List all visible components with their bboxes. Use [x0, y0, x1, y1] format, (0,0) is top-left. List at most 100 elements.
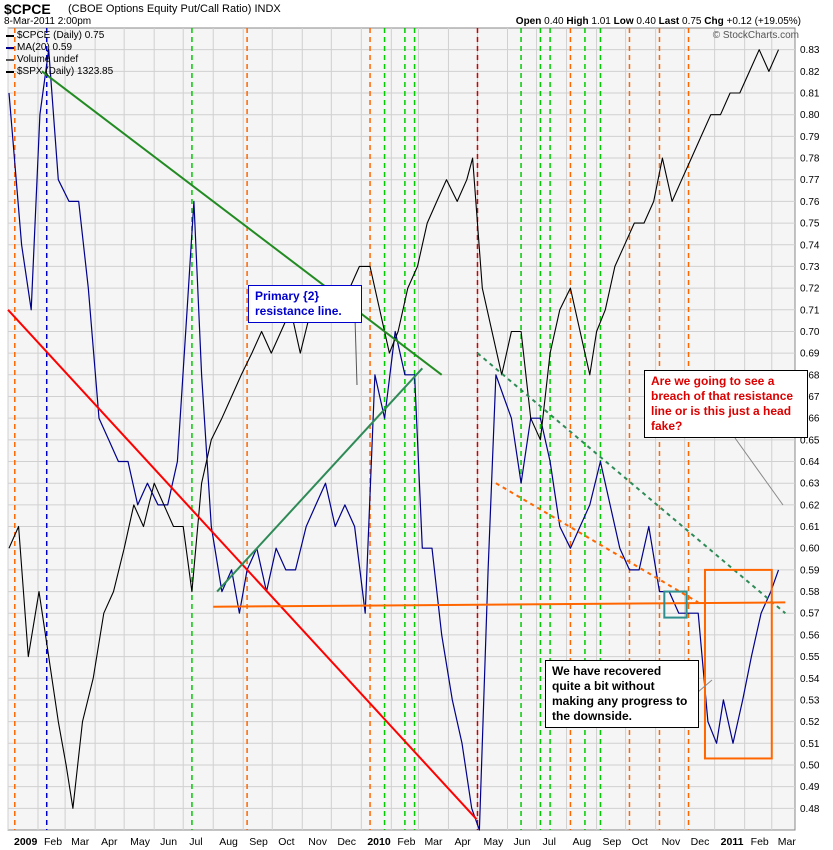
y-tick-label: 0.49	[800, 782, 820, 793]
y-tick-label: 0.69	[800, 349, 820, 360]
note-recovered: We have recovered quite a bit without ma…	[545, 660, 699, 728]
legend-label: $SPX (Daily) 1323.85	[17, 66, 114, 77]
y-tick-label: 0.59	[800, 565, 820, 576]
callout-pointer-breach	[734, 437, 784, 506]
x-tick-label: Jun	[513, 836, 530, 848]
last-value: 0.75	[682, 16, 702, 27]
x-tick-label: Nov	[308, 836, 327, 848]
y-tick-label: 0.58	[800, 587, 820, 598]
x-tick-label: Aug	[219, 836, 238, 848]
x-tick-label: May	[483, 836, 504, 848]
dotted-green-resistance-line	[476, 352, 786, 615]
y-tick-label: 0.64	[800, 457, 820, 468]
x-tick-label: Nov	[662, 836, 681, 848]
note-primary-resistance: Primary {2} resistance line.	[248, 285, 362, 323]
y-tick-label: 0.56	[800, 630, 820, 641]
y-tick-label: 0.73	[800, 262, 820, 273]
x-tick-label: 2009	[14, 836, 38, 848]
ma20-series-line	[8, 49, 780, 831]
x-tick-label: Sep	[603, 836, 622, 848]
orange-dashed-line	[495, 482, 699, 604]
y-tick-label: 0.50	[800, 760, 820, 771]
x-tick-label: Oct	[632, 836, 648, 848]
y-tick-label: 0.53	[800, 695, 820, 706]
x-tick-label: Jul	[543, 836, 556, 848]
x-tick-label: Feb	[44, 836, 62, 848]
x-tick-label: Apr	[454, 836, 471, 848]
y-tick-label: 0.52	[800, 717, 820, 728]
last-label: Last	[658, 16, 680, 27]
legend-entry: $CPCE (Daily) 0.75	[6, 30, 113, 42]
spx-series-line	[8, 49, 780, 809]
open-value: 0.40	[544, 16, 564, 27]
open-label: Open	[515, 16, 542, 27]
y-tick-label: 0.63	[800, 479, 820, 490]
legend-swatch	[6, 59, 14, 61]
y-tick-label: 0.77	[800, 175, 820, 186]
callout-pointer-recovered	[697, 679, 713, 693]
legend-entry: $SPX (Daily) 1323.85	[6, 66, 113, 78]
y-tick-label: 0.61	[800, 522, 820, 533]
x-tick-label: Feb	[751, 836, 769, 848]
green-trend-line-rising	[216, 367, 424, 593]
chart-date: 8-Mar-2011 2:00pm	[4, 16, 92, 27]
x-tick-label: Oct	[278, 836, 294, 848]
x-tick-label: Apr	[101, 836, 118, 848]
y-tick-label: 0.71	[800, 305, 820, 316]
x-tick-label: Dec	[691, 836, 710, 848]
y-tick-label: 0.51	[800, 739, 820, 750]
legend-label: Volume undef	[17, 54, 79, 65]
chg-label: Chg	[704, 16, 724, 27]
x-tick-label: Sep	[249, 836, 268, 848]
note-breach-question: Are we going to see a breach of that res…	[644, 370, 808, 438]
y-tick-label: 0.67	[800, 392, 820, 403]
y-tick-label: 0.83	[800, 45, 820, 56]
y-tick-label: 0.81	[800, 89, 820, 100]
legend-entry: MA(20) 0.59	[6, 42, 113, 54]
x-tick-label: May	[130, 836, 151, 848]
x-tick-label: Dec	[337, 836, 356, 848]
y-tick-label: 0.62	[800, 500, 820, 511]
low-label: Low	[613, 16, 634, 27]
y-tick-label: 0.78	[800, 154, 820, 165]
y-tick-label: 0.57	[800, 609, 820, 620]
y-tick-label: 0.74	[800, 240, 820, 251]
high-label: High	[566, 16, 589, 27]
x-tick-label: Feb	[397, 836, 415, 848]
chg-value: +0.12 (+19.05%)	[726, 16, 802, 27]
y-tick-label: 0.68	[800, 370, 820, 381]
y-tick-label: 0.55	[800, 652, 820, 663]
y-tick-label: 0.54	[800, 674, 820, 685]
x-tick-label: Aug	[573, 836, 592, 848]
legend-swatch	[6, 35, 14, 37]
x-tick-label: Mar	[424, 836, 443, 848]
teal-highlight-box	[663, 590, 688, 619]
x-tick-label: Mar	[778, 836, 797, 848]
y-tick-label: 0.72	[800, 284, 820, 295]
legend-swatch	[6, 71, 14, 73]
x-tick-label: Jul	[189, 836, 202, 848]
watermark: © StockCharts.com	[712, 30, 799, 41]
low-value: 0.40	[636, 16, 656, 27]
chart-legend: $CPCE (Daily) 0.75 MA(20) 0.59 Volume unde…	[6, 30, 113, 78]
legend-label: MA(20) 0.59	[17, 42, 73, 53]
y-tick-label: 0.75	[800, 219, 820, 230]
high-value: 1.01	[591, 16, 611, 27]
green-trend-line-top	[41, 70, 443, 376]
y-tick-label: 0.79	[800, 132, 820, 143]
y-tick-label: 0.80	[800, 110, 820, 121]
x-tick-label: 2011	[721, 836, 744, 848]
y-tick-label: 0.70	[800, 327, 820, 338]
legend-swatch	[6, 47, 14, 49]
orange-highlight-box	[703, 568, 773, 760]
legend-label: $CPCE (Daily) 0.75	[17, 30, 105, 41]
legend-entry: Volume undef	[6, 54, 113, 66]
chart-symbol: $CPCE	[4, 1, 51, 17]
quote-summary: Open 0.40 High 1.01 Low 0.40 Last 0.75 C…	[516, 16, 801, 27]
y-tick-label: 0.82	[800, 67, 820, 78]
chart-subtitle: (CBOE Options Equity Put/Call Ratio) IND…	[68, 3, 281, 15]
y-tick-label: 0.60	[800, 544, 820, 555]
y-tick-label: 0.66	[800, 414, 820, 425]
chart-header: $CPCE (CBOE Options Equity Put/Call Rati…	[0, 0, 833, 28]
y-tick-label: 0.48	[800, 804, 820, 815]
